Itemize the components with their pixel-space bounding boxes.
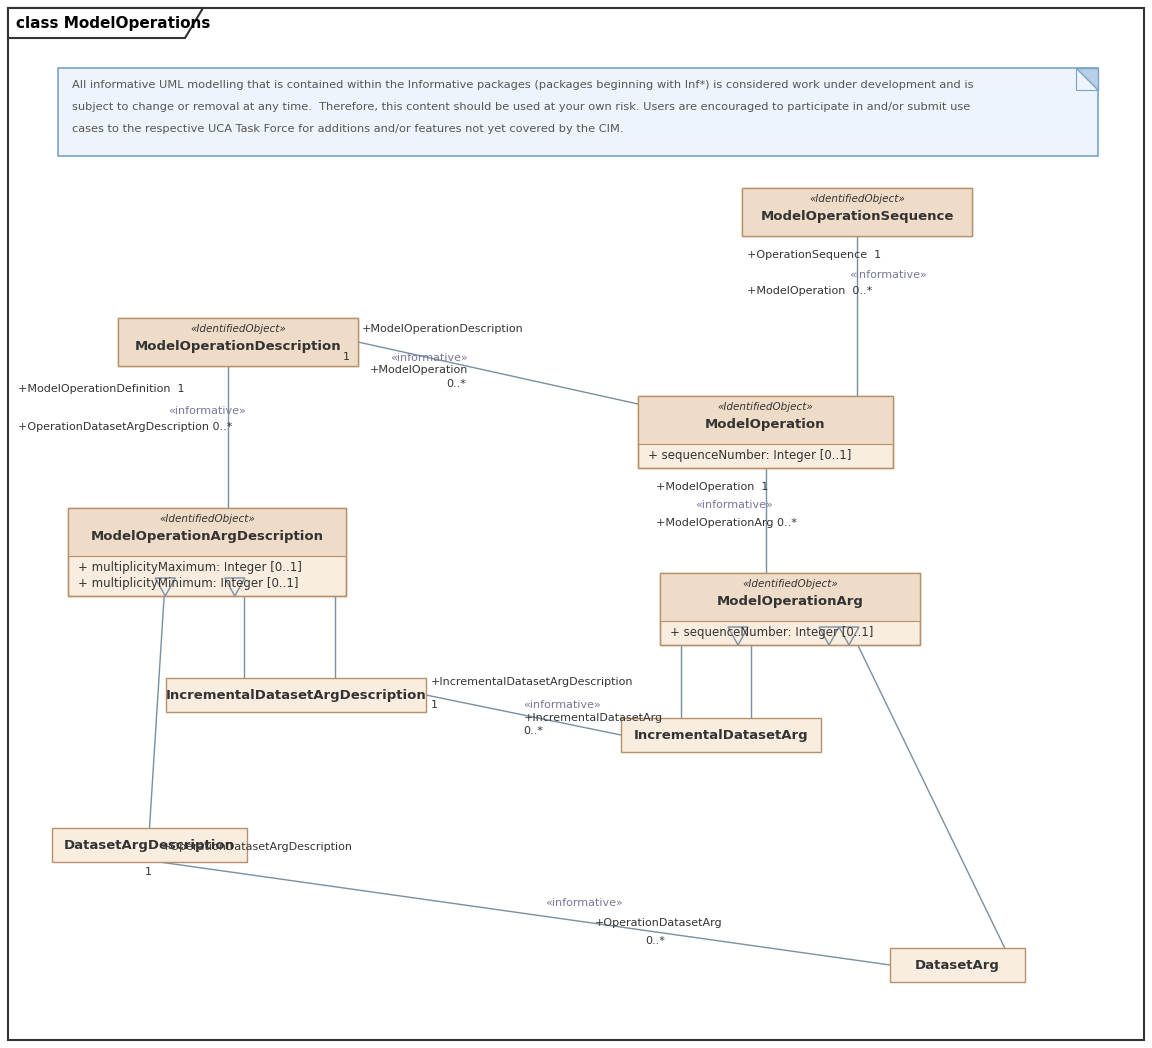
Text: + sequenceNumber: Integer [0..1]: + sequenceNumber: Integer [0..1] (647, 449, 851, 462)
Text: cases to the respective UCA Task Force for additions and/or features not yet cov: cases to the respective UCA Task Force f… (71, 124, 623, 134)
Text: «informative»: «informative» (391, 353, 468, 363)
Text: «IdentifiedObject»: «IdentifiedObject» (190, 324, 286, 334)
FancyBboxPatch shape (68, 508, 346, 596)
Text: subject to change or removal at any time.  Therefore, this content should be use: subject to change or removal at any time… (71, 102, 970, 112)
FancyBboxPatch shape (118, 318, 358, 366)
Text: +OperationSequence  1: +OperationSequence 1 (746, 250, 881, 260)
Text: 0..*: 0..* (523, 726, 544, 736)
FancyBboxPatch shape (638, 396, 893, 444)
Text: +OperationDatasetArg: +OperationDatasetArg (594, 918, 722, 929)
Text: «informative»: «informative» (168, 406, 245, 416)
Text: All informative UML modelling that is contained within the Informative packages : All informative UML modelling that is co… (71, 80, 973, 90)
Text: «informative»: «informative» (696, 500, 773, 510)
Text: IncrementalDatasetArg: IncrementalDatasetArg (634, 728, 809, 742)
Text: 1: 1 (144, 867, 152, 877)
Text: + multiplicityMaximum: Integer [0..1]: + multiplicityMaximum: Integer [0..1] (78, 561, 302, 574)
Text: +ModelOperationArg 0..*: +ModelOperationArg 0..* (655, 518, 796, 528)
Text: DatasetArgDescription: DatasetArgDescription (65, 838, 235, 851)
FancyBboxPatch shape (118, 318, 358, 366)
FancyBboxPatch shape (638, 396, 893, 468)
FancyBboxPatch shape (621, 718, 821, 752)
Text: IncrementalDatasetArgDescription: IncrementalDatasetArgDescription (166, 689, 426, 701)
Text: «informative»: «informative» (849, 270, 926, 280)
FancyBboxPatch shape (8, 8, 1144, 1040)
Text: +IncrementalDatasetArgDescription: +IncrementalDatasetArgDescription (431, 677, 634, 687)
Text: +OperationDatasetArgDescription: +OperationDatasetArgDescription (161, 842, 353, 852)
Text: + sequenceNumber: Integer [0..1]: + sequenceNumber: Integer [0..1] (670, 626, 873, 639)
FancyBboxPatch shape (890, 948, 1025, 982)
Text: +ModelOperationDefinition  1: +ModelOperationDefinition 1 (18, 384, 184, 394)
Text: +IncrementalDatasetArg: +IncrementalDatasetArg (523, 713, 662, 723)
Text: «IdentifiedObject»: «IdentifiedObject» (718, 402, 813, 412)
Text: ModelOperationSequence: ModelOperationSequence (760, 210, 954, 223)
Text: DatasetArg: DatasetArg (915, 959, 1000, 971)
Text: class ModelOperations: class ModelOperations (16, 16, 211, 31)
Text: «IdentifiedObject»: «IdentifiedObject» (742, 578, 838, 589)
FancyBboxPatch shape (166, 678, 426, 712)
Text: 0..*: 0..* (446, 379, 467, 389)
Text: «IdentifiedObject»: «IdentifiedObject» (159, 514, 255, 524)
FancyBboxPatch shape (68, 508, 346, 556)
FancyBboxPatch shape (660, 573, 920, 621)
Text: 1: 1 (431, 700, 438, 709)
FancyBboxPatch shape (660, 573, 920, 645)
Text: +ModelOperation  0..*: +ModelOperation 0..* (746, 286, 872, 296)
Text: 1: 1 (343, 352, 350, 362)
FancyBboxPatch shape (742, 188, 972, 236)
FancyBboxPatch shape (52, 828, 247, 863)
Text: + multiplicityMinimum: Integer [0..1]: + multiplicityMinimum: Integer [0..1] (78, 577, 298, 590)
Text: ModelOperationArg: ModelOperationArg (717, 595, 864, 608)
Text: ModelOperationDescription: ModelOperationDescription (135, 340, 341, 353)
Text: «informative»: «informative» (545, 898, 622, 909)
Text: +ModelOperation: +ModelOperation (370, 365, 468, 375)
FancyBboxPatch shape (58, 68, 1098, 156)
Text: ModelOperation: ModelOperation (705, 418, 826, 431)
Text: +ModelOperation  1: +ModelOperation 1 (655, 482, 768, 492)
Text: +ModelOperationDescription: +ModelOperationDescription (362, 324, 524, 334)
Text: 0..*: 0..* (645, 936, 665, 945)
Text: «IdentifiedObject»: «IdentifiedObject» (809, 194, 904, 204)
Polygon shape (8, 8, 203, 38)
FancyBboxPatch shape (742, 188, 972, 236)
Text: «informative»: «informative» (523, 700, 601, 709)
Polygon shape (1076, 68, 1098, 90)
Text: +OperationDatasetArgDescription 0..*: +OperationDatasetArgDescription 0..* (18, 422, 233, 432)
Text: ModelOperationArgDescription: ModelOperationArgDescription (91, 530, 324, 543)
